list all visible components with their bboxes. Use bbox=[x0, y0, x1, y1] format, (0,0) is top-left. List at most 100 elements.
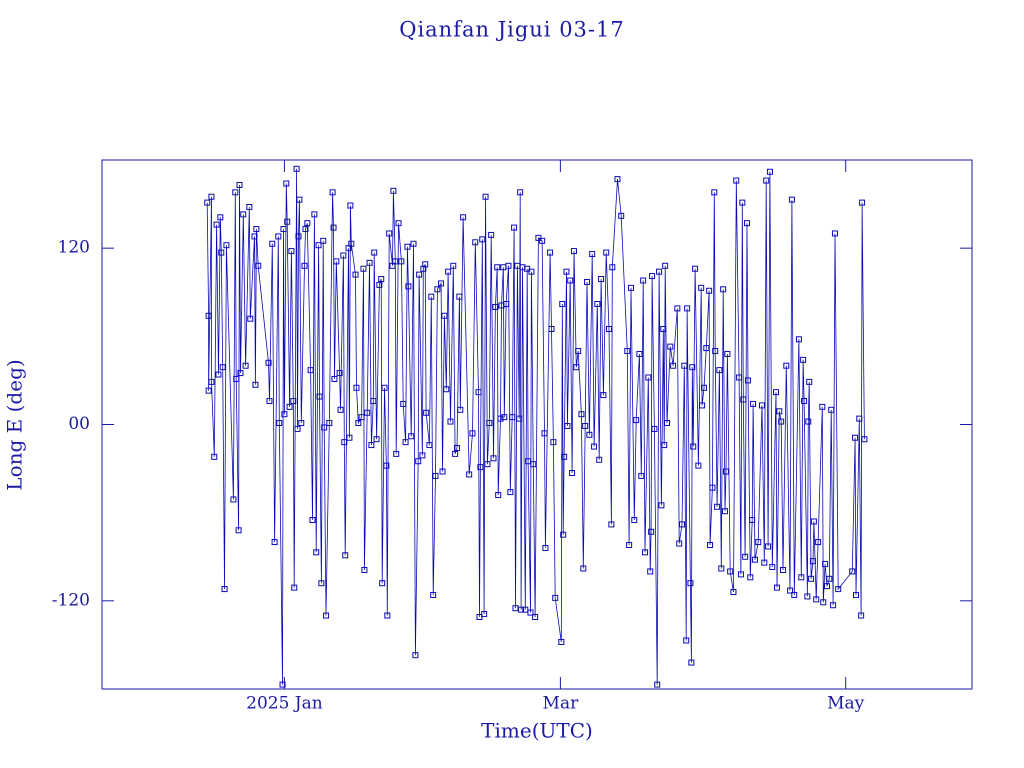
data-point bbox=[737, 571, 744, 578]
y-tick-label: -120 bbox=[52, 590, 90, 610]
data-point bbox=[539, 237, 546, 244]
data-point bbox=[654, 681, 661, 688]
data-point bbox=[507, 489, 514, 496]
data-point bbox=[402, 439, 409, 446]
chart-title: Qianfan Jigui 03-17 bbox=[399, 18, 625, 42]
data-point bbox=[340, 252, 347, 259]
data-point bbox=[684, 305, 691, 312]
data-point bbox=[439, 468, 446, 475]
data-point bbox=[751, 556, 758, 563]
data-point bbox=[606, 325, 613, 332]
data-point bbox=[804, 593, 811, 600]
data-point bbox=[384, 612, 391, 619]
data-point bbox=[426, 442, 433, 449]
data-point bbox=[542, 544, 549, 551]
data-point bbox=[320, 237, 327, 244]
data-point bbox=[714, 503, 721, 510]
data-point bbox=[353, 384, 360, 391]
data-point bbox=[591, 443, 598, 450]
data-point bbox=[318, 580, 325, 587]
data-point bbox=[683, 637, 690, 644]
data-point bbox=[269, 240, 276, 247]
x-axis-label: Time(UTC) bbox=[481, 719, 593, 743]
data-point bbox=[603, 249, 610, 256]
data-point bbox=[747, 574, 754, 581]
data-point bbox=[405, 283, 412, 290]
y-tick-label: 120 bbox=[58, 238, 90, 258]
data-point bbox=[824, 583, 830, 590]
data-point bbox=[457, 406, 464, 413]
data-point bbox=[558, 638, 565, 645]
data-point bbox=[660, 325, 667, 332]
data-point bbox=[290, 397, 297, 404]
data-point bbox=[674, 305, 681, 312]
data-point bbox=[434, 286, 441, 293]
data-point bbox=[370, 397, 377, 404]
data-point bbox=[240, 211, 247, 218]
data-point bbox=[217, 214, 224, 221]
data-point bbox=[321, 424, 328, 431]
data-point bbox=[787, 587, 794, 594]
data-point bbox=[283, 180, 290, 187]
data-point bbox=[482, 193, 489, 200]
data-point bbox=[718, 565, 725, 572]
data-point bbox=[301, 262, 308, 269]
data-point bbox=[208, 378, 215, 385]
data-point bbox=[594, 301, 601, 308]
data-point bbox=[342, 552, 349, 559]
data-point bbox=[286, 403, 293, 410]
data-point bbox=[633, 417, 640, 424]
data-point bbox=[330, 224, 337, 231]
data-point bbox=[293, 165, 300, 172]
data-point bbox=[296, 196, 303, 203]
data-point bbox=[575, 348, 582, 355]
data-point bbox=[456, 293, 463, 300]
data-point bbox=[670, 362, 677, 369]
data-point bbox=[835, 586, 842, 593]
data-point bbox=[235, 527, 242, 534]
data-point bbox=[477, 464, 484, 471]
data-point bbox=[744, 377, 751, 384]
data-point bbox=[628, 284, 635, 291]
data-point bbox=[422, 261, 429, 268]
data-point bbox=[492, 303, 499, 310]
data-point bbox=[809, 558, 816, 565]
y-axis-label: Long E (deg) bbox=[3, 359, 27, 490]
x-tick-label: 2025 Jan bbox=[246, 694, 323, 714]
data-point bbox=[822, 561, 829, 568]
data-point bbox=[861, 436, 868, 443]
data-point bbox=[242, 362, 249, 369]
data-point bbox=[532, 613, 539, 620]
data-point bbox=[810, 518, 817, 525]
data-point bbox=[763, 177, 770, 184]
data-point bbox=[798, 574, 805, 581]
data-point bbox=[828, 406, 835, 413]
data-point bbox=[805, 418, 812, 425]
data-point bbox=[783, 362, 790, 369]
data-point bbox=[432, 472, 439, 479]
data-point bbox=[578, 411, 585, 418]
data-point bbox=[740, 396, 747, 403]
data-point bbox=[294, 425, 301, 432]
data-point bbox=[561, 453, 568, 460]
y-tick-label: 00 bbox=[68, 414, 90, 434]
data-point bbox=[830, 602, 837, 609]
data-point bbox=[266, 397, 273, 404]
data-point bbox=[559, 301, 566, 308]
data-point bbox=[284, 218, 291, 225]
data-point bbox=[450, 262, 457, 269]
data-point bbox=[376, 281, 383, 288]
data-point bbox=[773, 584, 780, 591]
data-point bbox=[690, 443, 697, 450]
data-point bbox=[497, 415, 504, 422]
data-point bbox=[481, 611, 488, 618]
data-point bbox=[311, 211, 318, 218]
data-point bbox=[366, 259, 373, 266]
data-point bbox=[337, 406, 344, 413]
data-point bbox=[667, 343, 674, 350]
data-point bbox=[750, 400, 757, 407]
data-point bbox=[733, 177, 740, 184]
data-point bbox=[831, 230, 838, 237]
data-point bbox=[700, 384, 707, 391]
